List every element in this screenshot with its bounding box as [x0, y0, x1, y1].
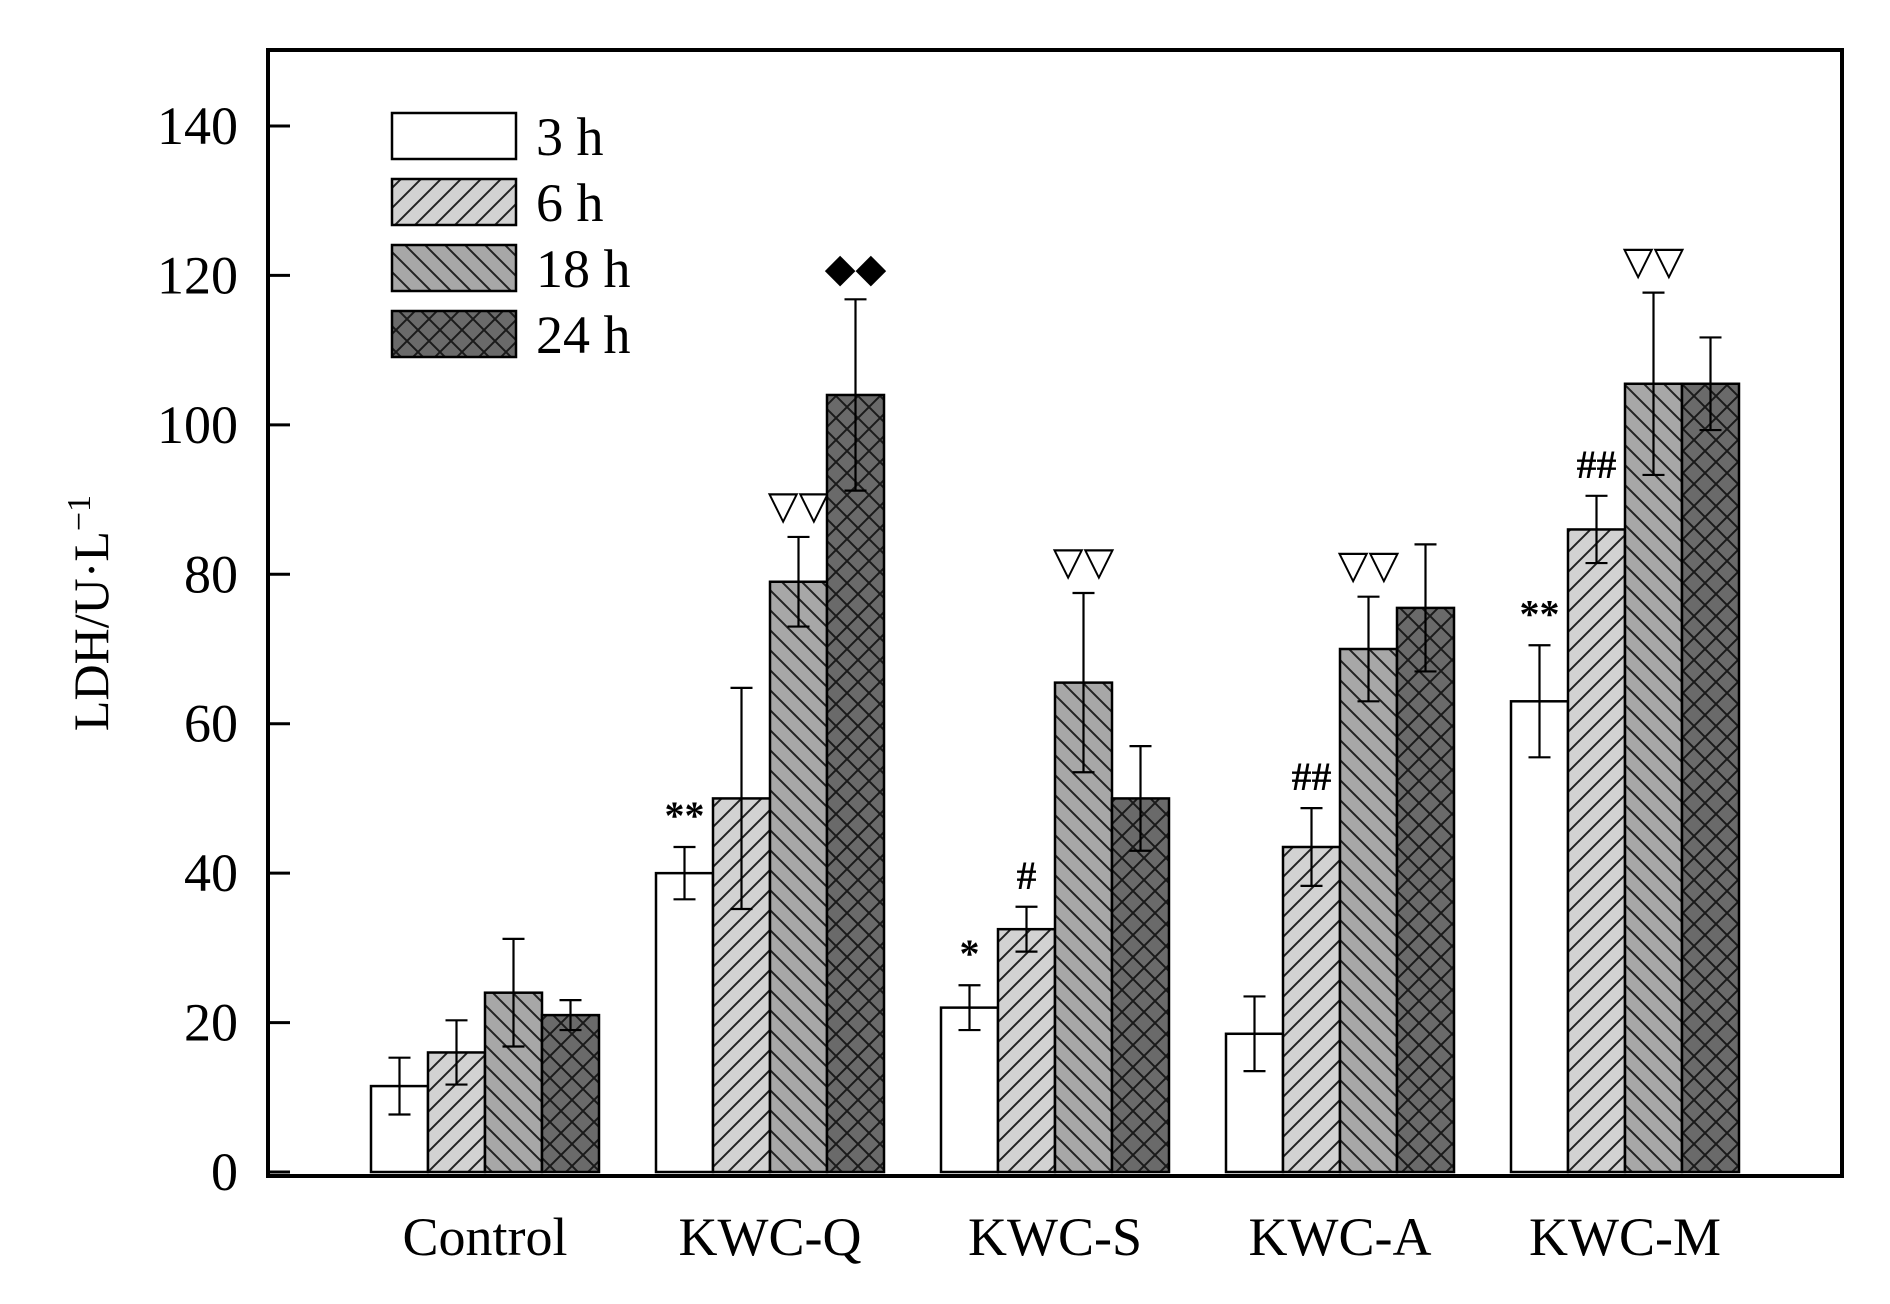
y-tick-label: 40 — [184, 843, 238, 903]
y-tick-label: 100 — [157, 395, 238, 455]
significance-marker: * — [960, 931, 980, 976]
significance-marker: ## — [1292, 754, 1332, 799]
significance-marker: # — [1017, 853, 1037, 898]
significance-marker: ▽▽ — [1338, 543, 1400, 588]
x-axis: Control KWC-Q KWC-S KWC-A KWC-M — [402, 1207, 1721, 1267]
legend-swatch — [390, 111, 518, 161]
legend-swatch — [390, 243, 518, 293]
legend-swatch — [390, 177, 518, 227]
y-tick-label: 20 — [184, 993, 238, 1053]
y-tick-label: 60 — [184, 694, 238, 754]
legend-label: 3 h — [536, 107, 604, 167]
category-label: KWC-S — [968, 1207, 1142, 1267]
y-tick-label: 80 — [184, 544, 238, 604]
category-label: KWC-A — [1249, 1207, 1432, 1267]
y-axis-title-main: LDH/U·L — [63, 531, 119, 731]
bar — [825, 393, 886, 1174]
legend: 3 h6 h18 h24 h — [390, 107, 631, 365]
legend-label: 24 h — [536, 305, 631, 365]
legend-label: 18 h — [536, 239, 631, 299]
bar — [1110, 797, 1171, 1174]
bar — [939, 1006, 1000, 1174]
plot-frame — [266, 48, 1844, 1178]
legend-item: 3 h — [390, 107, 604, 167]
category-label: Control — [402, 1207, 567, 1267]
significance-marker: ▽▽ — [1053, 539, 1115, 584]
bar — [1395, 606, 1456, 1174]
significance-marker: ▽▽ — [1623, 239, 1685, 284]
bar — [1623, 382, 1684, 1174]
category-label: KWC-M — [1529, 1207, 1721, 1267]
legend-item: 18 h — [390, 239, 631, 299]
legend-item: 24 h — [390, 305, 631, 365]
y-axis-title-superscript: −1 — [61, 495, 98, 531]
category-label: KWC-Q — [679, 1207, 862, 1267]
bar — [1566, 528, 1627, 1174]
significance-marker: ## — [1577, 442, 1617, 487]
y-tick-label: 120 — [157, 245, 238, 305]
bar — [540, 1013, 601, 1174]
legend-swatch — [390, 309, 518, 359]
bar — [1509, 700, 1570, 1174]
bar-groups: ** ▽▽ ◆◆ * # ▽▽ ## ▽▽ ** ## ▽▽ — [369, 239, 1741, 1174]
significance-marker: ** — [665, 793, 705, 838]
bar-group-kwc-a: ## ▽▽ — [1224, 543, 1456, 1174]
significance-marker: ** — [1520, 591, 1560, 636]
bar — [1680, 382, 1741, 1174]
y-axis-title: LDH/U·L−1 — [61, 495, 119, 731]
bar — [1338, 647, 1399, 1174]
y-tick-label: 0 — [211, 1142, 238, 1202]
significance-marker: ◆◆ — [825, 245, 887, 290]
y-axis: 0 20 40 60 80 100 120 140 — [157, 96, 290, 1202]
significance-marker: ▽▽ — [768, 483, 830, 528]
bar-group-kwc-q: ** ▽▽ ◆◆ — [654, 245, 887, 1174]
legend-item: 6 h — [390, 173, 604, 233]
bar — [996, 927, 1057, 1174]
legend-label: 6 h — [536, 173, 604, 233]
bar — [768, 580, 829, 1174]
bar-group-kwc-s: * # ▽▽ — [939, 539, 1171, 1174]
bar-group-control — [369, 937, 601, 1174]
bar — [1281, 845, 1342, 1174]
bar-group-kwc-m: ** ## ▽▽ — [1509, 239, 1741, 1174]
bar — [654, 871, 715, 1174]
y-tick-label: 140 — [157, 96, 238, 156]
